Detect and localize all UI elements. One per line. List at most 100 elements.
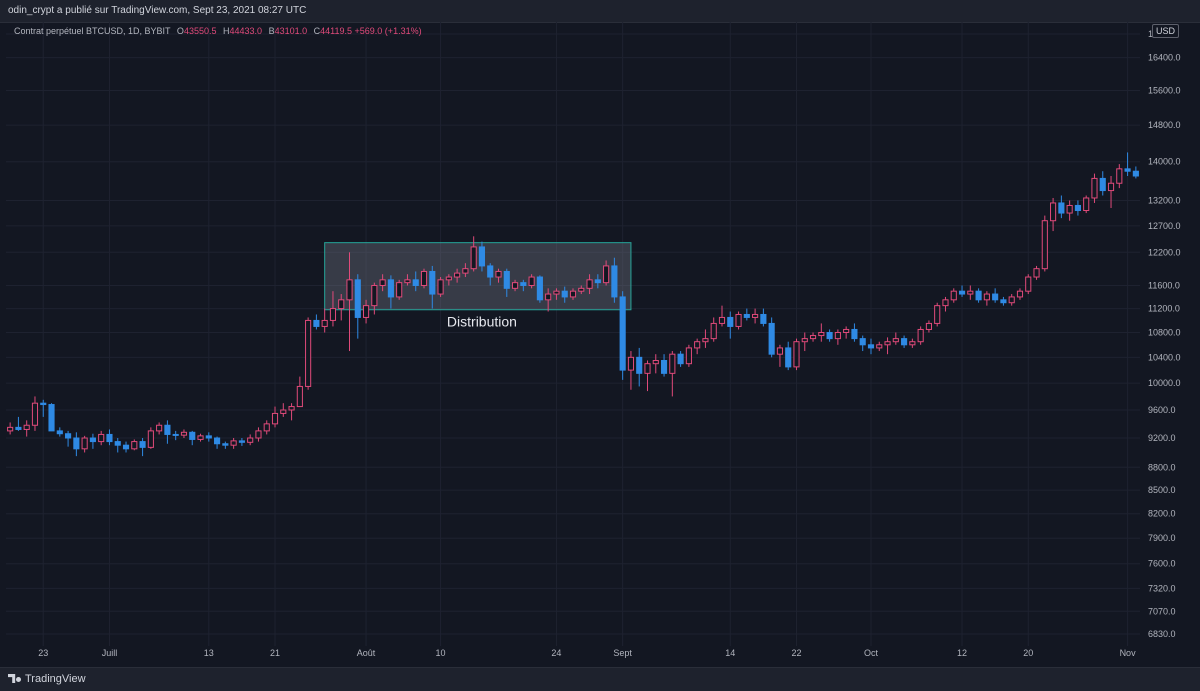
candle-down — [222, 443, 229, 446]
y-tick-label: 14800.0 — [1148, 120, 1181, 130]
currency-badge[interactable]: USD — [1152, 24, 1180, 38]
candle-up — [197, 435, 204, 440]
candle-down — [122, 444, 130, 450]
candle-up — [1050, 202, 1057, 222]
change-value: +569.0 (+1.31%) — [354, 26, 422, 36]
candle-down — [172, 433, 179, 436]
candle-down — [768, 322, 775, 355]
symbol-title: Contrat perpétuel BTCUSD, 1D, BYBIT — [14, 26, 171, 36]
candle-up — [925, 322, 932, 330]
candle-up — [404, 279, 411, 284]
candle-up — [445, 276, 452, 281]
low-label: B — [268, 26, 275, 36]
author-line: odin_crypt a publié sur TradingView.com,… — [8, 5, 307, 16]
candle-up — [809, 335, 817, 340]
y-tick-label: 8800.0 — [1148, 462, 1176, 472]
candle-down — [189, 431, 196, 440]
candle-down — [214, 437, 221, 445]
candle-up — [462, 268, 469, 274]
x-tick-label: 21 — [270, 648, 280, 658]
high-value: 44433.0 — [229, 26, 263, 36]
candle-up — [371, 284, 378, 307]
x-tick-label: Nov — [1120, 648, 1137, 658]
candle-up — [776, 347, 784, 355]
candle-up — [98, 433, 105, 443]
candle-down — [520, 282, 527, 286]
tradingview-dot-icon — [16, 677, 21, 682]
candle-up — [147, 430, 154, 448]
x-tick-label: 13 — [204, 648, 214, 658]
candle-down — [114, 441, 121, 446]
candle-down — [106, 433, 113, 443]
candle-up — [983, 293, 990, 301]
candle-up — [967, 290, 974, 295]
y-tick-label: 12700.0 — [1148, 221, 1181, 231]
candle-down — [354, 279, 361, 318]
tradingview-logo[interactable]: TradingView — [8, 673, 86, 685]
top-bar: odin_crypt a publié sur TradingView.com,… — [0, 0, 1200, 23]
candle-up — [1116, 168, 1123, 184]
candle-up — [346, 279, 353, 301]
x-tick-label: 14 — [725, 648, 735, 658]
candle-up — [379, 279, 386, 286]
y-tick-label: 6830.0 — [1148, 629, 1176, 639]
close-label: C — [313, 26, 321, 36]
tradingview-logo-text: TradingView — [25, 673, 86, 685]
candle-down — [636, 356, 643, 374]
candle-up — [1033, 268, 1040, 278]
candle-down — [205, 435, 212, 439]
candle-up — [1016, 290, 1024, 298]
candle-up — [652, 360, 659, 365]
x-tick-label: 22 — [791, 648, 801, 658]
candle-down — [139, 441, 146, 448]
y-tick-label: 8500.0 — [1148, 485, 1176, 495]
candle-up — [329, 308, 337, 321]
candle-down — [561, 290, 568, 298]
candle-down — [40, 402, 47, 406]
candle-up — [752, 313, 759, 318]
y-tick-label: 13200.0 — [1148, 195, 1181, 205]
candle-up — [1107, 182, 1115, 192]
candle-down — [660, 360, 668, 374]
candle-down — [958, 290, 966, 295]
y-tick-label: 9600.0 — [1148, 405, 1176, 415]
x-axis[interactable]: 23 Juill 13 21 Août 10 24 Sept 14 22 Oct 12 20 Nov — [38, 648, 1136, 658]
candle-down — [611, 265, 618, 298]
candle-down — [677, 353, 684, 365]
y-tick-label: 8200.0 — [1148, 509, 1176, 519]
candle-down — [15, 426, 22, 430]
x-tick-label: Juill — [102, 648, 118, 658]
chart-grid — [6, 22, 1140, 646]
candle-up — [131, 441, 138, 450]
candle-up — [1083, 197, 1090, 212]
candle-down — [859, 338, 866, 346]
candle-down — [478, 246, 486, 267]
candle-up — [553, 290, 560, 295]
candle-up — [470, 246, 477, 270]
candle-down — [164, 424, 171, 435]
candle-down — [429, 270, 436, 295]
y-axis[interactable]: 1716400.015600.014800.014000.013200.0127… — [1148, 29, 1181, 639]
y-tick-label: 10000.0 — [1148, 378, 1181, 388]
x-tick-label: 24 — [551, 648, 561, 658]
candle-down — [412, 279, 419, 286]
candle-up — [834, 332, 841, 340]
candle-up — [578, 287, 585, 292]
bottom-bar: TradingView — [0, 667, 1200, 691]
y-tick-label: 10800.0 — [1148, 328, 1181, 338]
candle-up — [1025, 276, 1032, 292]
candle-down — [1058, 202, 1065, 214]
y-tick-label: 10400.0 — [1148, 352, 1181, 362]
candles-layer — [7, 152, 1139, 457]
candle-up — [942, 299, 949, 307]
candle-down — [487, 265, 494, 278]
candle-down — [1000, 299, 1007, 304]
x-tick-label: 20 — [1023, 648, 1033, 658]
candle-down — [56, 430, 63, 435]
candle-up — [230, 440, 237, 446]
candle-up — [586, 279, 593, 289]
high-label: H — [223, 26, 230, 36]
candle-down — [727, 316, 734, 327]
candle-up — [718, 316, 726, 324]
